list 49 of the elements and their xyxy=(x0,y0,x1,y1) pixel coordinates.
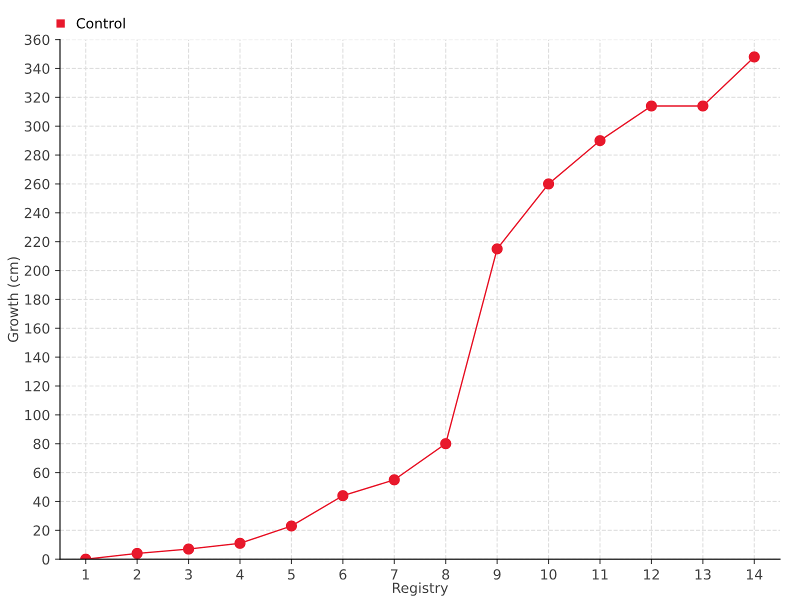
point xyxy=(286,520,297,532)
point xyxy=(492,243,503,254)
point xyxy=(234,538,246,549)
x-tick-label: 7 xyxy=(391,569,398,580)
y-tick-label: 220 xyxy=(24,236,50,248)
point xyxy=(697,100,708,112)
y-tick-label: 160 xyxy=(25,323,50,334)
x-tick-label: 14 xyxy=(746,569,762,580)
point xyxy=(748,51,760,62)
point xyxy=(440,438,452,450)
point xyxy=(646,100,657,112)
y-tick-label: 260 xyxy=(24,178,50,190)
y-tick-label: 60 xyxy=(34,468,50,478)
x-tick-label: 13 xyxy=(696,569,711,580)
x-tick-label: 3 xyxy=(185,569,192,580)
y-tick-label: 0 xyxy=(42,554,50,565)
y-tick-label: 40 xyxy=(33,496,50,507)
point xyxy=(183,544,194,555)
legend-label: Control xyxy=(76,18,125,29)
y-tick-label: 280 xyxy=(24,150,50,161)
y-tick-label: 240 xyxy=(24,208,50,218)
y-tick-label: 20 xyxy=(34,525,50,536)
point xyxy=(594,135,606,146)
point xyxy=(388,474,400,486)
x-tick-label: 8 xyxy=(442,569,450,580)
y-tick-label: 140 xyxy=(25,352,50,363)
y-tick-label: 180 xyxy=(25,294,50,305)
y-tick-label: 360 xyxy=(24,34,50,46)
point xyxy=(337,490,348,502)
x-tick-label: 10 xyxy=(541,569,556,580)
x-axis-title: Registry xyxy=(392,582,448,596)
x-tick-label: 9 xyxy=(494,569,501,580)
x-tick-label: 2 xyxy=(134,569,140,580)
x-tick-label: 6 xyxy=(339,569,346,580)
y-tick-label: 200 xyxy=(24,266,50,276)
x-tick-label: 5 xyxy=(288,569,295,580)
y-tick-label: 340 xyxy=(24,63,50,74)
point xyxy=(132,548,143,559)
x-tick-label: 11 xyxy=(592,569,608,580)
y-axis-title: Growth (cm) xyxy=(8,257,20,342)
x-tick-label: 12 xyxy=(644,569,659,580)
x-tick-label: 4 xyxy=(236,569,244,580)
x-tick-label: 1 xyxy=(82,569,89,580)
y-tick-label: 100 xyxy=(25,410,50,420)
point xyxy=(543,178,554,190)
y-tick-label: 120 xyxy=(25,380,50,392)
y-tick-label: 320 xyxy=(24,92,50,103)
y-tick-label: 300 xyxy=(24,121,50,132)
y-tick-label: 80 xyxy=(34,438,50,450)
